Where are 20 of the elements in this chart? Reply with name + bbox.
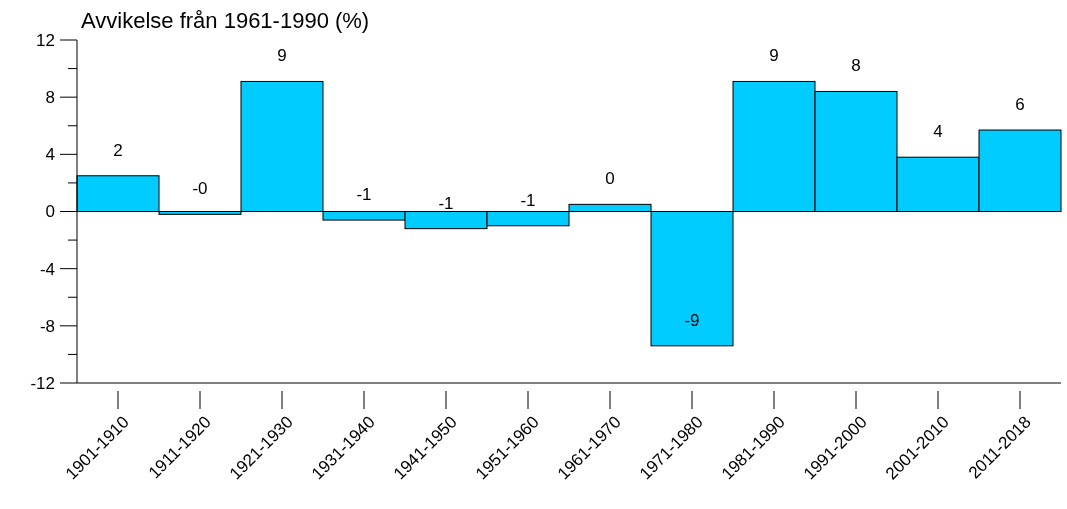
y-tick-label: -4 xyxy=(39,259,55,279)
y-tick-label: 12 xyxy=(36,30,55,50)
data-label: 4 xyxy=(933,122,943,142)
y-axis-title: Avvikelse från 1961-1990 (%) xyxy=(81,8,370,33)
data-label: 6 xyxy=(1015,94,1025,114)
y-tick-label: 0 xyxy=(45,202,55,222)
data-label: 8 xyxy=(851,56,861,76)
y-tick-label: 8 xyxy=(45,88,55,108)
data-label: -1 xyxy=(438,193,454,213)
data-label: -0 xyxy=(192,179,208,199)
y-tick-label: 4 xyxy=(45,145,55,165)
data-label: 9 xyxy=(769,46,779,66)
data-label: -1 xyxy=(520,190,536,210)
y-tick-label: -8 xyxy=(39,316,55,336)
data-label: 2 xyxy=(113,140,123,160)
data-label: -1 xyxy=(356,185,372,205)
data-label: -9 xyxy=(684,310,700,330)
data-label: 9 xyxy=(277,46,287,66)
data-label: 0 xyxy=(605,169,615,189)
y-tick-label: -12 xyxy=(30,373,55,393)
